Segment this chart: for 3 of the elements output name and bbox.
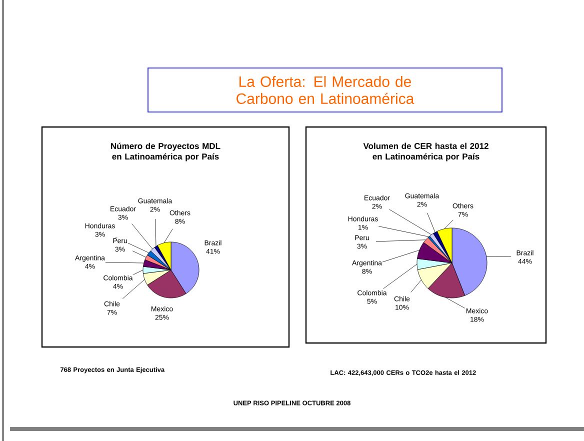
chart-title: Volumen de CER hasta el 2012 en Latinoamérica por País: [363, 142, 488, 162]
text: La Oferta: El Mercado de Carbono en Latinoamérica: [236, 76, 414, 104]
chart-title: Número de Proyectos MDL en Latinoamérica por País: [111, 142, 220, 162]
